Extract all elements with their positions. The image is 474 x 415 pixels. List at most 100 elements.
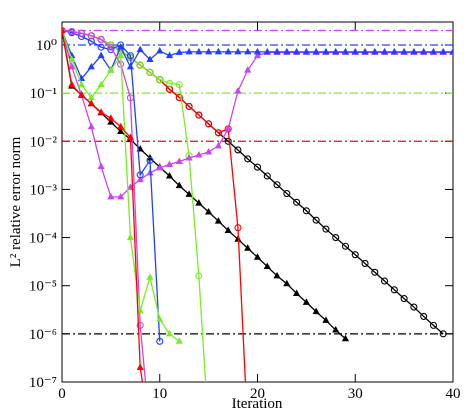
point: [62, 26, 66, 33]
point: [126, 233, 135, 241]
point: [381, 277, 389, 285]
point: [156, 315, 164, 322]
point: [156, 46, 164, 54]
point: [263, 47, 271, 55]
point: [146, 156, 154, 164]
point: [165, 160, 174, 167]
point: [68, 80, 76, 88]
y-tick-label: 10⁻³: [30, 182, 58, 198]
point: [312, 307, 320, 315]
point: [146, 68, 154, 76]
point: [205, 47, 213, 55]
point: [332, 234, 340, 242]
x-tick-label: 30: [348, 386, 363, 402]
point: [361, 259, 369, 267]
point: [371, 268, 379, 276]
point: [175, 81, 183, 89]
point: [195, 47, 203, 55]
point: [420, 312, 428, 320]
point: [234, 87, 242, 94]
point: [136, 363, 144, 371]
y-tick-label: 10⁻⁶: [29, 327, 57, 343]
point: [165, 329, 174, 337]
point: [62, 26, 66, 35]
point: [136, 171, 144, 179]
point: [302, 298, 310, 305]
point: [214, 47, 222, 55]
point: [390, 47, 398, 55]
point: [341, 334, 350, 342]
point: [234, 47, 242, 55]
point: [97, 108, 105, 115]
point: [87, 93, 95, 101]
x-tick-label: 20: [250, 386, 265, 402]
series-line: [62, 29, 147, 382]
point: [302, 207, 310, 215]
point: [351, 47, 359, 55]
x-axis-label: Iteration: [232, 396, 283, 412]
point: [156, 163, 164, 171]
point: [175, 181, 183, 189]
point: [380, 47, 389, 55]
point: [400, 47, 408, 55]
point: [253, 47, 262, 55]
point: [126, 133, 135, 140]
point: [136, 45, 144, 53]
point: [332, 326, 340, 333]
point: [205, 207, 213, 215]
plot-frame: [61, 21, 454, 383]
point: [97, 43, 105, 51]
point: [205, 120, 213, 128]
point: [87, 99, 95, 107]
point: [107, 114, 115, 121]
y-tick-label: 10⁻¹: [30, 86, 57, 102]
point: [410, 303, 418, 311]
point: [175, 48, 183, 55]
point: [126, 62, 135, 70]
point: [97, 35, 105, 44]
point: [293, 198, 301, 206]
point: [136, 321, 144, 329]
y-tick-label: 10⁻⁵: [29, 279, 57, 295]
point: [283, 190, 291, 198]
point: [68, 51, 76, 59]
point: [136, 175, 144, 183]
y-tick-label: 10⁰: [36, 38, 57, 54]
point: [195, 111, 203, 119]
point: [410, 47, 418, 55]
point: [273, 181, 281, 189]
point: [283, 47, 291, 55]
point: [165, 171, 174, 179]
point: [449, 47, 453, 55]
point: [77, 91, 86, 98]
point: [341, 242, 350, 250]
point: [175, 157, 183, 164]
point: [68, 62, 76, 70]
point: [224, 226, 232, 234]
point: [244, 47, 252, 55]
y-tick-label: 10⁻⁴: [29, 231, 57, 247]
point: [351, 251, 359, 259]
point: [87, 32, 95, 40]
point: [78, 29, 86, 37]
point: [263, 172, 271, 180]
x-tick-label: 40: [446, 386, 461, 402]
x-tick-label: 0: [58, 386, 66, 402]
point: [253, 253, 262, 260]
point: [390, 286, 398, 294]
series-line: [62, 30, 346, 340]
point: [175, 93, 183, 102]
point: [253, 51, 262, 59]
series-line: [62, 29, 444, 335]
point: [429, 47, 438, 55]
point: [214, 141, 222, 149]
point: [117, 43, 125, 50]
y-tick-label: 10⁻⁷: [29, 375, 57, 391]
point: [322, 47, 330, 55]
point: [273, 47, 281, 55]
point: [77, 80, 86, 88]
point: [175, 337, 183, 344]
point: [185, 102, 193, 110]
point: [224, 47, 232, 55]
